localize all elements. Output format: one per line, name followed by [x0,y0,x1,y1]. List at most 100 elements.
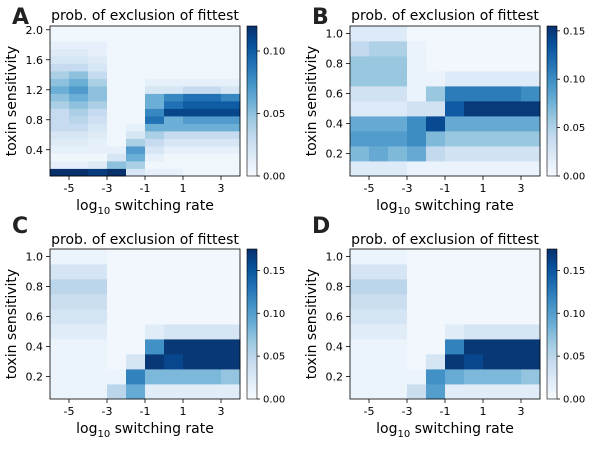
heatmap-cell [145,78,165,87]
colorbar: 0.00 0.05 0.10 0.15 [546,248,585,406]
heatmap-cell [221,384,241,400]
colorbar-tick-label: 0.00 [263,172,285,183]
heatmap-cell [164,63,184,72]
heatmap-cell [107,369,127,385]
x-tick-label: -5 [364,182,375,195]
heatmap-cell [502,26,522,42]
heatmap-cell [221,26,241,34]
heatmap-cell [202,369,222,385]
heatmap-cell [502,146,522,162]
heatmap-cell [502,369,522,385]
heatmap-cell [350,71,370,87]
heatmap-cell [107,153,127,162]
x-axis-label-base: log [76,421,97,437]
heatmap-cell [369,131,389,147]
heatmap-cell [183,138,203,147]
heatmap-cell [145,138,165,147]
heatmap-cell [164,354,184,370]
heatmap-cell [464,26,484,42]
x-tick-label: -3 [402,405,413,418]
heatmap-cell [202,86,222,94]
x-tick-label: -1 [140,182,151,195]
heatmap-cell [107,384,127,400]
heatmap-cell [50,86,70,94]
heatmap-cell [221,123,241,132]
colorbar-tick-label: 0.15 [263,266,285,277]
heatmap-cell [164,384,184,400]
heatmap-cell [164,78,184,87]
heatmap-cell [107,339,127,355]
heatmap-cell [483,294,503,310]
heatmap-cell [88,264,108,280]
x-tick-label: -3 [402,182,413,195]
heatmap-cell [502,309,522,325]
y-tick-label: 0.4 [26,144,44,157]
heatmap-cell [426,309,446,325]
y-tick-label: 0.4 [26,341,44,354]
heatmap-cell [69,339,89,355]
heatmap-cell [164,161,184,169]
heatmap-cell [202,161,222,169]
heatmap-cell [202,339,222,355]
heatmap-cell [202,324,222,340]
x-axis-label: log10 switching rate [76,421,214,440]
y-tick-label: 1.2 [26,84,44,97]
heatmap-cell [388,161,408,177]
heatmap-cell [445,309,465,325]
heatmap-cell [88,86,108,94]
heatmap-cell [445,71,465,87]
heatmap-cell [50,123,70,132]
heatmap-cell [69,33,89,42]
heatmap-cell [164,138,184,147]
heatmap-cell [69,249,89,265]
heatmap-cell [221,279,241,295]
heatmap-cell [407,324,427,340]
heatmap-cell [164,339,184,355]
heatmap-cell [388,309,408,325]
heatmap-cell [407,101,427,117]
heatmap-cell [202,116,222,124]
heatmap-cell [145,279,165,295]
colorbar-tick-label: 0.00 [563,395,585,406]
heatmap-cell [107,86,127,94]
heatmap-cell [445,146,465,162]
heatmap-cell [164,279,184,295]
heatmap-cell [126,56,146,64]
heatmap-cell [145,168,165,177]
heatmap-cell [50,116,70,124]
heatmap-cell [350,384,370,400]
heatmap-cell [145,63,165,72]
heatmap-cell [521,384,541,400]
heatmap-cell [369,279,389,295]
heatmap-cell [202,123,222,132]
heatmap-cell [88,294,108,310]
heatmap-cell [483,101,503,117]
x-axis-label-rest: switching rate [410,198,514,214]
heatmap-cell [464,146,484,162]
heatmap-cell [521,264,541,280]
x-axis-label-rest: switching rate [110,421,214,437]
heatmap-cell [202,131,222,139]
heatmap-cell [88,48,108,57]
colorbar-tick-label: 0.15 [563,266,585,277]
heatmap-cell [407,131,427,147]
heatmap-cell [164,168,184,177]
heatmap-cell [483,131,503,147]
heatmap-cell [483,339,503,355]
heatmap-cell [521,101,541,117]
panel-letter: C [12,214,28,239]
heatmap-cell [202,33,222,42]
heatmap-cell [50,63,70,72]
heatmap-cell [369,339,389,355]
heatmap-cell [502,339,522,355]
colorbar-tick-label: 0.00 [563,172,585,183]
y-tick-label: 0.8 [26,281,44,294]
heatmap-cell [483,279,503,295]
heatmap-cell [350,146,370,162]
heatmap-cell [69,138,89,147]
heatmap-cell [221,108,241,117]
heatmap-cell [369,56,389,72]
heatmap-cell [521,131,541,147]
